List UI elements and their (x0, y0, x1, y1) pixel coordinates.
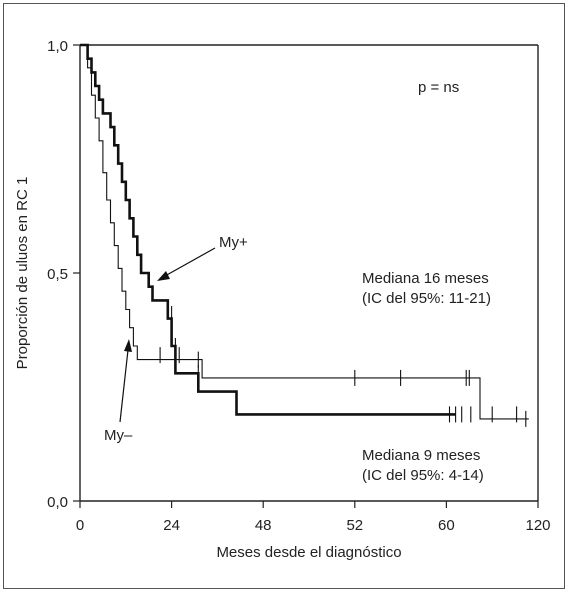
survival-curve (80, 43, 456, 416)
x-tick-label: 120 (525, 517, 550, 534)
y-tick-label: 1,0 (47, 38, 68, 55)
p-value-label: p = ns (418, 79, 459, 96)
series-my-minus (80, 44, 529, 427)
y-tick-label: 0,0 (47, 494, 68, 511)
survival-curve (80, 44, 529, 420)
ci-label-my-minus: (IC del 95%: 4-14) (362, 467, 484, 484)
chart-frame (3, 3, 565, 589)
x-tick-label: 48 (255, 517, 272, 534)
x-tick-label: 24 (163, 517, 180, 534)
series-label-my-plus: My+ (219, 234, 248, 251)
arrowhead-my-minus (124, 339, 132, 352)
median-label-my-plus: Mediana 16 meses (362, 270, 489, 287)
x-tick-label: 0 (76, 517, 84, 534)
x-axis-title: Meses desde el diagnóstico (216, 544, 401, 561)
series-my-plus (80, 43, 518, 423)
ci-label-my-plus: (IC del 95%: 11-21) (362, 290, 491, 307)
arrowhead-my-plus (157, 271, 170, 281)
x-tick-label: 52 (346, 517, 363, 534)
arrow-my-minus (119, 349, 129, 423)
y-axis-title: Proporción de uluos en RC 1 (14, 177, 31, 370)
arrow-my-plus (164, 247, 216, 277)
median-label-my-minus: Mediana 9 meses (362, 447, 480, 464)
x-tick-label: 60 (438, 517, 455, 534)
series-label-my-minus: My– (104, 427, 133, 444)
y-tick-label: 0,5 (47, 266, 68, 283)
